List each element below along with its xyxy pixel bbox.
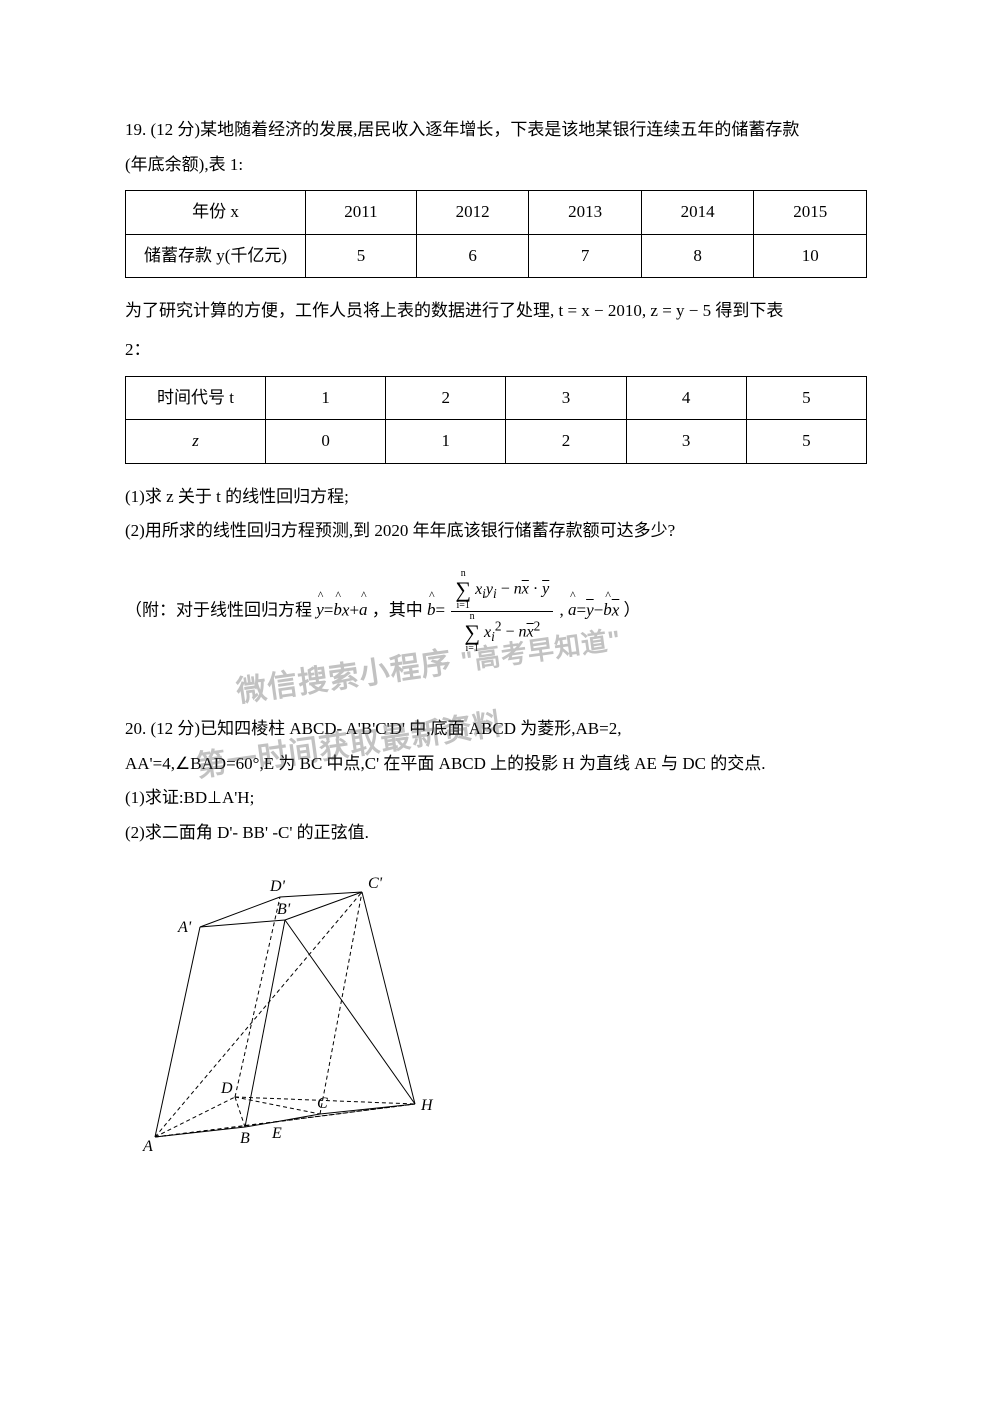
formula-mid: ，其中 [372, 600, 427, 619]
table-header: 2 [386, 376, 506, 420]
table-row: 时间代号 t 1 2 3 4 5 [126, 376, 867, 420]
q20-line4: (2)求二面角 D'- BB' -C' 的正弦值. [125, 818, 867, 849]
table-header: 2014 [641, 191, 754, 235]
table-row: z 0 1 2 3 5 [126, 420, 867, 464]
table-cell: 5 [746, 420, 866, 464]
table-row: 年份 x 2011 2012 2013 2014 2015 [126, 191, 867, 235]
formula-prefix: （附：对于线性回归方程 [125, 600, 316, 619]
table-header: 2015 [754, 191, 867, 235]
svg-text:E: E [271, 1125, 282, 1142]
table-header: 时间代号 t [126, 376, 266, 420]
watermark-line2: 第一时间获取最新资料 [193, 698, 507, 795]
q20-line2: AA'=4,∠BAD=60°,E 为 BC 中点,C' 在平面 ABCD 上的投… [125, 749, 867, 780]
table-cell: 8 [641, 234, 754, 278]
table-header: 2011 [306, 191, 417, 235]
q19-formula: （附：对于线性回归方程 y=bx+a ，其中 b= n∑i=1 xiyi − n… [125, 551, 867, 664]
table-cell: 5 [306, 234, 417, 278]
q20-line1: 20. (12 分)已知四棱柱 ABCD- A'B'C'D' 中,底面 ABCD… [125, 714, 867, 745]
q19-mid-line2: 2： [125, 335, 867, 366]
q19-mid-line1: 为了研究计算的方便，工作人员将上表的数据进行了处理, t = x − 2010,… [125, 296, 867, 327]
svg-text:A': A' [177, 919, 192, 936]
table-cell: 储蓄存款 y(千亿元) [126, 234, 306, 278]
table-header: 1 [266, 376, 386, 420]
q19-intro-line2: (年底余额),表 1: [125, 150, 867, 181]
table-header: 2013 [529, 191, 642, 235]
q20-block: 微信搜索小程序 "高考早知道" 第一时间获取最新资料 20. (12 分)已知四… [125, 714, 867, 1173]
document-content: 19. (12 分)某地随着经济的发展,居民收入逐年增长，下表是该地某银行连续五… [125, 115, 867, 1173]
table-header: 3 [506, 376, 626, 420]
table-cell: 0 [266, 420, 386, 464]
table-header: 年份 x [126, 191, 306, 235]
table-header: 5 [746, 376, 866, 420]
q19-intro-line1: 19. (12 分)某地随着经济的发展,居民收入逐年增长，下表是该地某银行连续五… [125, 115, 867, 146]
svg-text:H: H [420, 1097, 434, 1114]
q20-line3: (1)求证:BD⊥A'H; [125, 783, 867, 814]
table-cell: 10 [754, 234, 867, 278]
svg-text:D: D [220, 1080, 233, 1097]
geometry-diagram: A B E C D H A' B' D' C' [140, 872, 450, 1162]
table-cell: 3 [626, 420, 746, 464]
svg-text:B': B' [277, 901, 291, 918]
q19-sub2: (2)用所求的线性回归方程预测,到 2020 年年底该银行储蓄存款额可达多少? [125, 516, 867, 547]
table-cell: 1 [386, 420, 506, 464]
svg-text:C: C [317, 1095, 328, 1112]
svg-text:C': C' [368, 875, 383, 892]
table-cell: z [126, 420, 266, 464]
q19-sub1: (1)求 z 关于 t 的线性回归方程; [125, 482, 867, 513]
formula-suffix: ） [624, 600, 641, 619]
svg-text:B: B [240, 1130, 250, 1147]
table-cell: 6 [416, 234, 529, 278]
q19-table2: 时间代号 t 1 2 3 4 5 z 0 1 2 3 5 [125, 376, 867, 464]
table-row: 储蓄存款 y(千亿元) 5 6 7 8 10 [126, 234, 867, 278]
table-header: 2012 [416, 191, 529, 235]
table-cell: 7 [529, 234, 642, 278]
table-header: 4 [626, 376, 746, 420]
table-cell: 2 [506, 420, 626, 464]
q19-table1: 年份 x 2011 2012 2013 2014 2015 储蓄存款 y(千亿元… [125, 190, 867, 278]
svg-text:A: A [142, 1138, 153, 1155]
svg-text:D': D' [269, 878, 286, 895]
